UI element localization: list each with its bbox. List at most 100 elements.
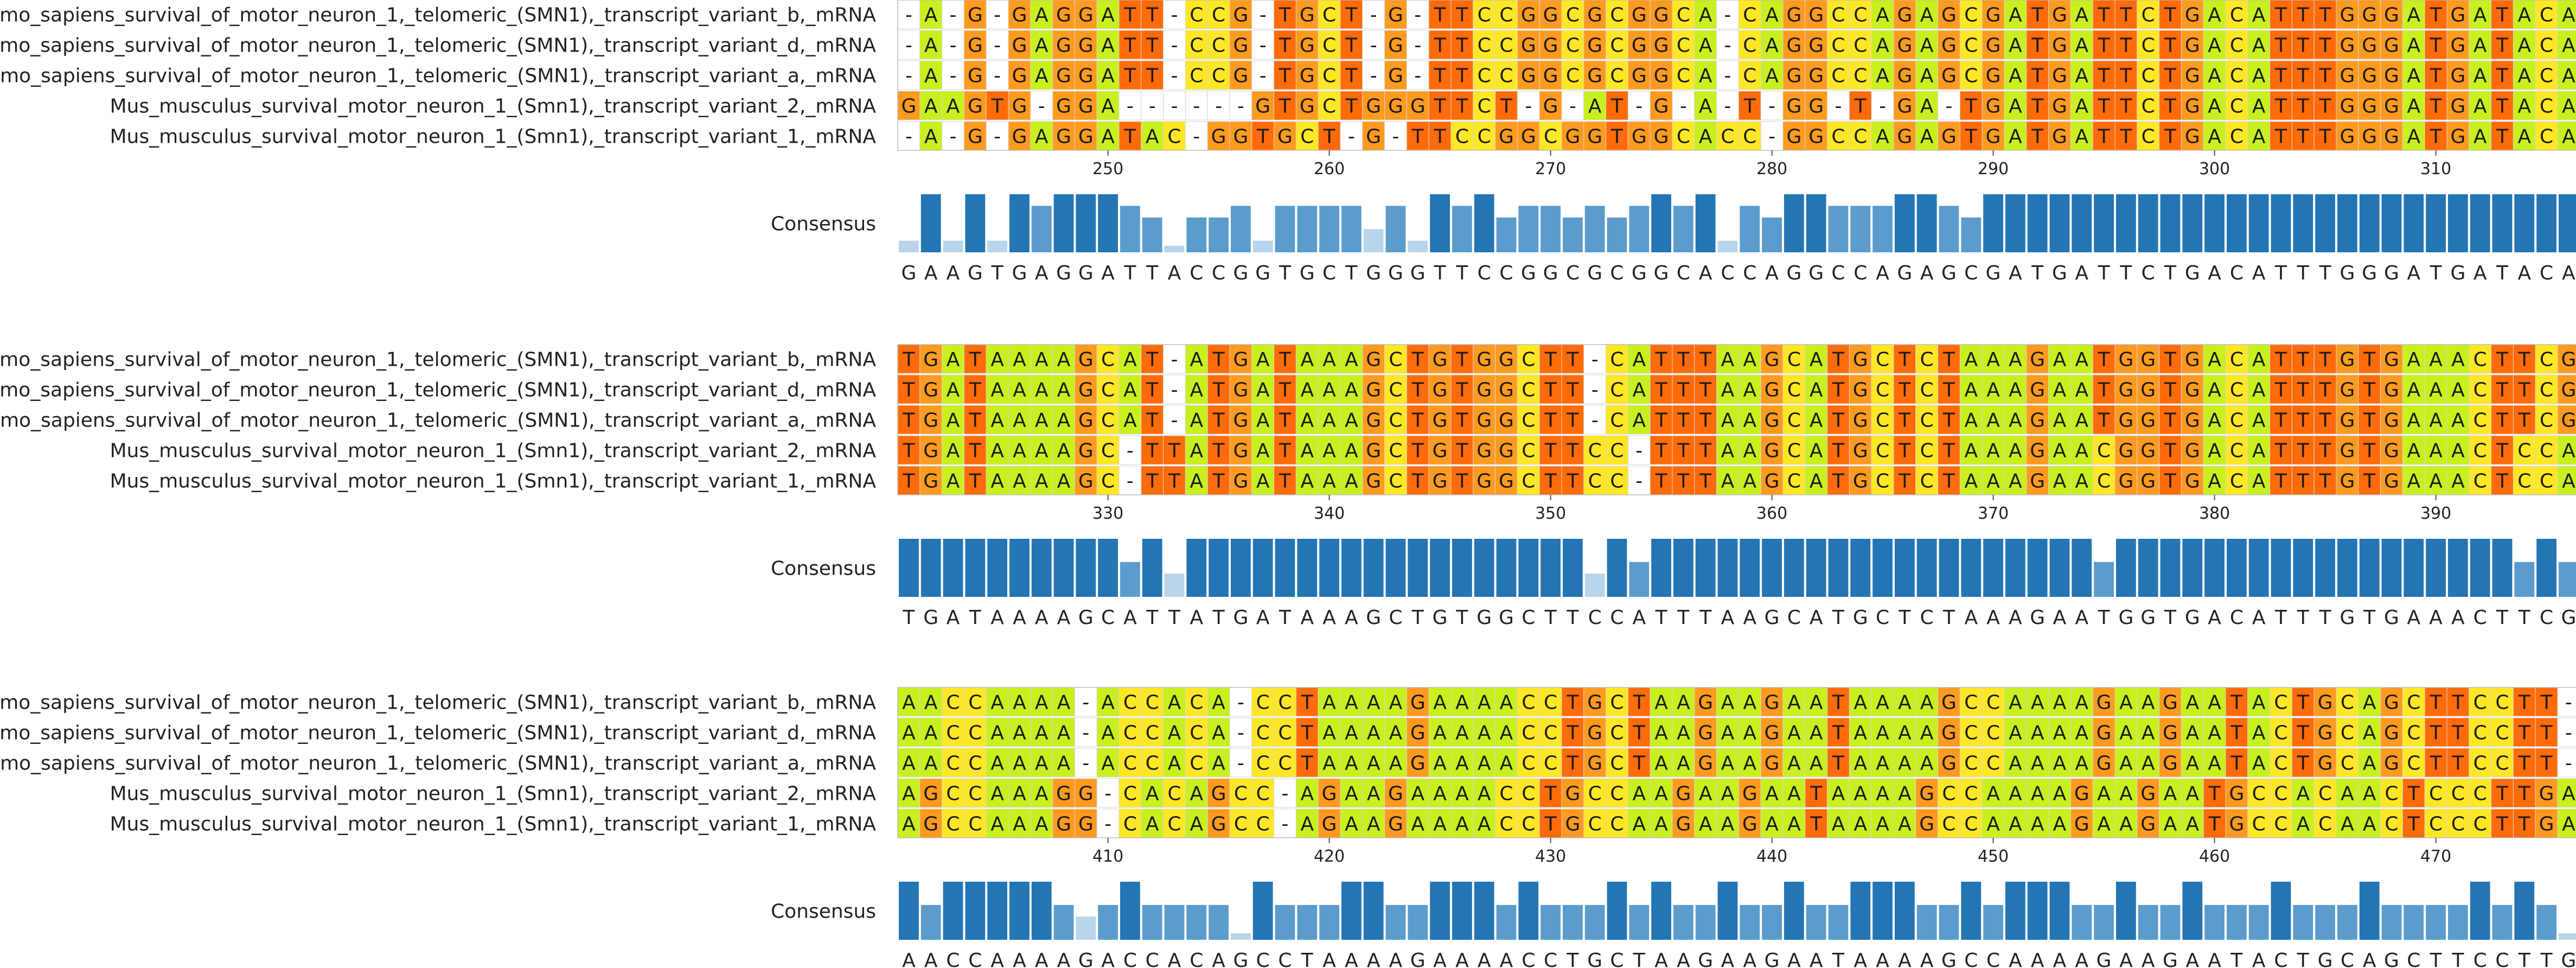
residue-cell [1163,435,1186,465]
residue-letter: G [1410,753,1426,775]
residue-letter: C [1522,349,1535,371]
residue-letter: A [1810,722,1823,744]
residue-cell [919,435,943,465]
residue-cell [2026,30,2049,60]
residue-letter: - [2565,722,2572,744]
residue-cell [2225,717,2248,747]
residue-letter: A [1765,65,1779,87]
residue-letter: G [2384,35,2399,57]
residue-cell [1141,405,1164,435]
residue-cell [942,60,964,90]
residue-letter: G [1632,35,1647,57]
residue-letter: - [1260,65,1267,87]
residue-cell [2225,466,2248,495]
residue-cell [2092,121,2115,151]
residue-cell [1074,466,1097,495]
residue-cell [2358,717,2381,747]
residue-cell [1716,435,1739,465]
consensus-letter: T [2297,262,2310,284]
consensus-bar [1828,206,1849,252]
residue-letter: G [1476,470,1492,493]
consensus-letter: G [1654,262,1669,284]
residue-letter: A [947,95,960,118]
consensus-bar [1186,217,1207,252]
consensus-letter: A [1876,262,1889,284]
residue-letter: G [1897,95,1912,118]
consensus-letter: G [1587,950,1602,968]
residue-letter: T [2540,753,2553,775]
residue-cell [2092,30,2115,60]
axis-tick-label: 300 [2199,160,2230,179]
residue-letter: T [2518,753,2531,775]
residue-letter: C [1499,35,1513,57]
residue-letter: - [1635,440,1642,462]
consensus-letter: C [1964,262,1978,284]
consensus-letter: T [1942,607,1955,629]
residue-letter: A [2097,783,2111,805]
residue-letter: G [1521,126,1536,148]
residue-letter: G [923,783,938,805]
residue-cell [1760,91,1784,120]
residue-cell [1760,717,1784,747]
residue-cell [2247,60,2271,90]
consensus-letter: A [1013,950,1026,968]
residue-letter: C [2230,440,2243,462]
residue-letter: G [2185,35,2200,57]
consensus-letter: A [1123,607,1137,629]
axis-tick-label: 260 [1314,160,1345,179]
residue-letter: C [946,783,960,805]
residue-letter: A [2562,783,2575,805]
residue-letter: C [1964,813,1978,836]
residue-letter: C [1831,65,1845,87]
consensus-bar [1695,905,1716,940]
residue-cell [1760,405,1784,435]
residue-letter: T [2274,440,2287,462]
consensus-letter: C [1522,950,1535,968]
consensus-bar [2470,539,2490,597]
consensus-bar [2293,194,2313,252]
residue-letter: G [2450,126,2465,148]
residue-letter: A [1699,4,1712,27]
axis-tick-label: 380 [2199,504,2230,523]
residue-cell [2446,91,2470,120]
consensus-letter: A [1721,950,1735,968]
residue-letter: G [1433,410,1448,432]
consensus-letter: T [2430,950,2443,968]
residue-cell [1827,466,1850,495]
residue-cell [2491,30,2514,60]
residue-cell [2114,121,2138,151]
residue-cell [2513,0,2536,29]
residue-letter: C [1478,4,1491,27]
consensus-letter: G [2450,262,2465,284]
residue-cell [897,405,921,435]
residue-letter: T [2363,379,2376,402]
residue-cell [1959,60,1983,90]
residue-letter: T [2297,722,2310,744]
residue-cell [1760,374,1784,404]
residue-cell [1716,717,1739,747]
residue-letter: T [2098,35,2111,57]
consensus-letter: T [2518,607,2531,629]
consensus-bar [2248,194,2269,252]
residue-letter: C [2230,470,2243,493]
residue-cell [1074,687,1097,717]
residue-letter: A [1146,783,1159,805]
residue-letter: A [2075,470,2088,493]
consensus-bar [2536,905,2556,940]
residue-letter: T [1566,692,1579,714]
residue-cell [1318,121,1341,151]
residue-cell [897,60,921,90]
sequence-name: Mus_musculus_survival_motor_neuron_1_(Sm… [110,95,876,118]
residue-letter: C [2540,65,2553,87]
residue-letter: A [1920,692,1934,714]
residue-letter: G [2539,783,2554,805]
residue-letter: T [2230,753,2243,775]
residue-letter: C [1190,35,1203,57]
consensus-letter: T [1455,262,1468,284]
consensus-bar [1872,882,1893,940]
consensus-bar [2138,194,2158,252]
residue-letter: T [2098,95,2111,118]
residue-letter: A [1699,95,1712,118]
residue-letter: A [1300,440,1314,462]
